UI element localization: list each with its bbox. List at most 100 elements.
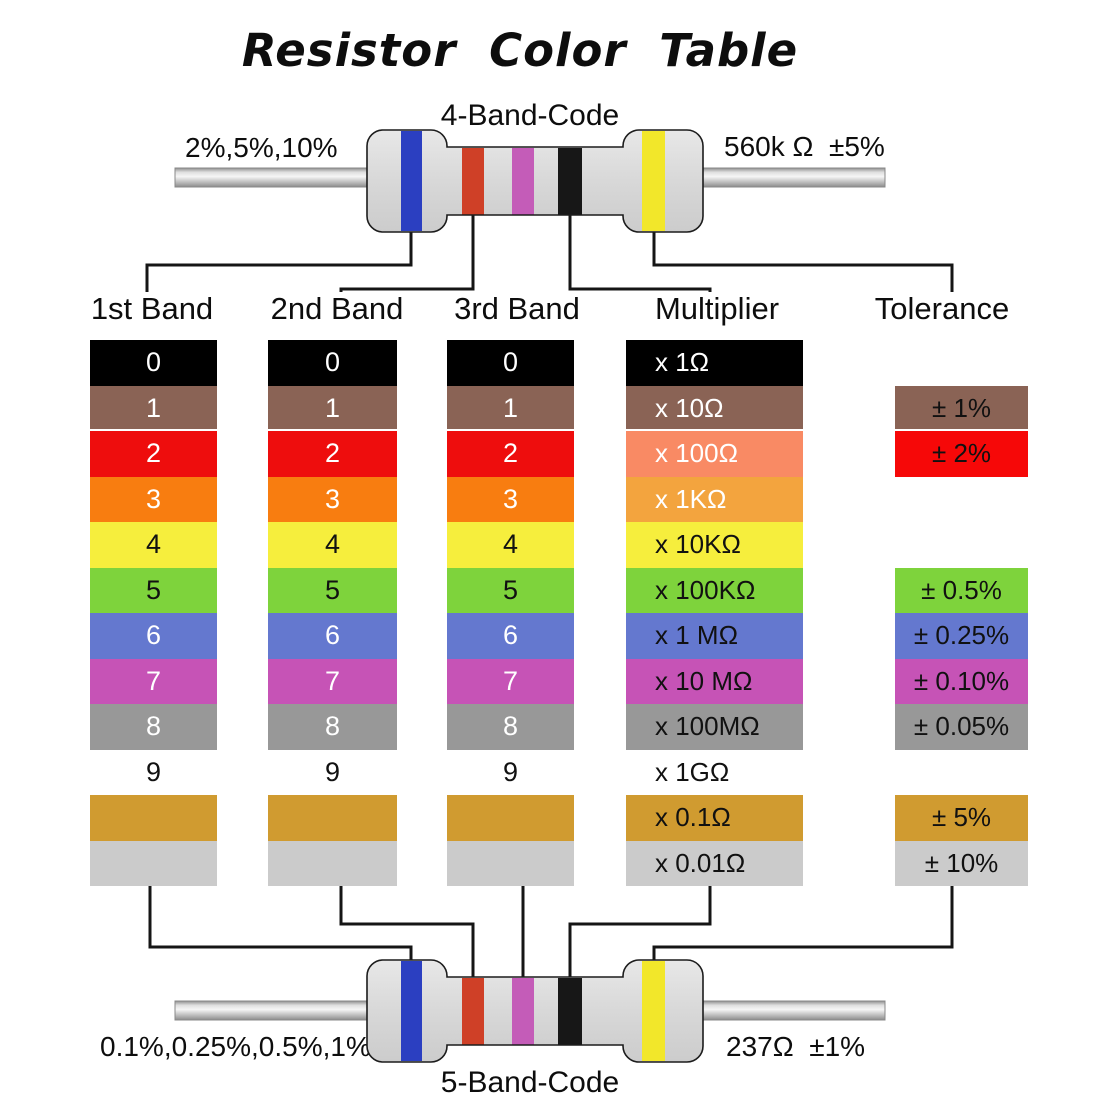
band2-row-white: 9 xyxy=(268,749,397,795)
connector-top-tolerance xyxy=(652,231,954,292)
resistor-lead-left xyxy=(174,1000,372,1021)
multiplier-row-green: x 100KΩ xyxy=(626,567,803,613)
five-band-right-text: 237Ω ±1% xyxy=(726,1031,866,1062)
connector-top-band2 xyxy=(339,214,475,292)
tolerance-row-violet: ± 0.10% xyxy=(895,658,1028,704)
band1-row-brown: 1 xyxy=(90,385,217,431)
band1-row-orange: 3 xyxy=(90,476,217,522)
multiplier-row-black: x 1Ω xyxy=(626,340,803,386)
column-header-tolerance: Tolerance xyxy=(874,291,1010,326)
column-header-3rd-band: 3rd Band xyxy=(454,291,580,326)
band3-row-orange: 3 xyxy=(447,476,574,522)
band3-row-black: 0 xyxy=(447,340,574,386)
band2-row-yellow: 4 xyxy=(268,522,397,568)
five-band-left-text: 0.1%,0.25%,0.5%,1% xyxy=(100,1031,371,1062)
resistor-body xyxy=(367,960,703,1062)
band3-row-red: 2 xyxy=(447,431,574,477)
band2-row-orange: 3 xyxy=(268,476,397,522)
band-violet xyxy=(512,978,534,1045)
connector-top-band1 xyxy=(145,231,413,292)
band2-row-brown: 1 xyxy=(268,385,397,431)
band3-row-white: 9 xyxy=(447,749,574,795)
four-band-right-text: 560k Ω ±5% xyxy=(724,131,885,162)
multiplier-row-white: x 1GΩ xyxy=(626,749,803,795)
band3-row-violet: 7 xyxy=(447,658,574,704)
five-band-resistor-illustration xyxy=(174,959,886,1063)
band1-row-red: 2 xyxy=(90,431,217,477)
resistor-lead-right xyxy=(698,167,886,188)
four-band-resistor-illustration xyxy=(174,129,886,233)
band1-row-yellow: 4 xyxy=(90,522,217,568)
band3-row-gray: 8 xyxy=(447,704,574,750)
tolerance-row-gold: ± 5% xyxy=(895,795,1028,841)
column-1st-band: 0 1 2 3 4 5 6 7 8 9 xyxy=(90,340,217,886)
band-blue xyxy=(401,131,422,231)
multiplier-row-red: x 100Ω xyxy=(626,431,803,477)
multiplier-row-brown: x 10Ω xyxy=(626,385,803,431)
multiplier-row-blue: x 1 MΩ xyxy=(626,613,803,659)
tolerance-row-blue: ± 0.25% xyxy=(895,613,1028,659)
band1-row-blue: 6 xyxy=(90,613,217,659)
connector-bottom-multiplier xyxy=(568,886,712,979)
resistor-body xyxy=(367,130,703,232)
tolerance-row-red: ± 2% xyxy=(895,431,1028,477)
resistor-lead-right xyxy=(698,1000,886,1021)
band2-row-black: 0 xyxy=(268,340,397,386)
band-red xyxy=(462,148,484,215)
band1-row-green: 5 xyxy=(90,567,217,613)
band-black xyxy=(558,148,582,215)
band1-row-silver xyxy=(90,840,217,886)
band-red xyxy=(462,978,484,1045)
multiplier-row-yellow: x 10KΩ xyxy=(626,522,803,568)
resistor-lead-left xyxy=(174,167,372,188)
band3-row-blue: 6 xyxy=(447,613,574,659)
band1-row-gray: 8 xyxy=(90,704,217,750)
multiplier-row-violet: x 10 MΩ xyxy=(626,658,803,704)
column-header-1st-band: 1st Band xyxy=(90,291,214,326)
resistor-outline xyxy=(366,959,704,1063)
band1-row-white: 9 xyxy=(90,749,217,795)
column-multiplier: x 1Ω x 10Ω x 100Ω x 1KΩ x 10KΩ x 100KΩ x… xyxy=(626,340,803,886)
tolerance-row-gray: ± 0.05% xyxy=(895,704,1028,750)
band-black xyxy=(558,978,582,1045)
band1-row-black: 0 xyxy=(90,340,217,386)
connector-bottom-tolerance xyxy=(652,886,954,962)
connector-bottom-band1 xyxy=(148,886,413,962)
band2-row-violet: 7 xyxy=(268,658,397,704)
band2-row-silver xyxy=(268,840,397,886)
tolerance-row-silver: ± 10% xyxy=(895,840,1028,886)
band2-row-gray: 8 xyxy=(268,704,397,750)
multiplier-row-silver: x 0.01Ω xyxy=(626,840,803,886)
four-band-code-label: 4-Band-Code xyxy=(440,99,620,132)
band3-row-green: 5 xyxy=(447,567,574,613)
tolerance-row-brown: ± 1% xyxy=(895,385,1028,431)
band1-row-violet: 7 xyxy=(90,658,217,704)
band-blue xyxy=(401,961,422,1061)
band2-row-blue: 6 xyxy=(268,613,397,659)
resistor-outline xyxy=(366,129,704,233)
connector-top-multiplier xyxy=(568,214,712,292)
multiplier-row-orange: x 1KΩ xyxy=(626,476,803,522)
column-2nd-band: 0 1 2 3 4 5 6 7 8 9 xyxy=(268,340,397,886)
page-title: Resistor Color Table xyxy=(241,24,799,77)
five-band-code-label: 5-Band-Code xyxy=(440,1066,620,1099)
band2-row-green: 5 xyxy=(268,567,397,613)
column-3rd-band: 0 1 2 3 4 5 6 7 8 9 xyxy=(447,340,574,886)
connector-bottom-band2 xyxy=(339,886,475,979)
band3-row-yellow: 4 xyxy=(447,522,574,568)
band2-row-gold xyxy=(268,795,397,841)
band3-row-silver xyxy=(447,840,574,886)
multiplier-row-gold: x 0.1Ω xyxy=(626,795,803,841)
column-header-2nd-band: 2nd Band xyxy=(270,291,404,326)
band3-row-brown: 1 xyxy=(447,385,574,431)
band-yellow xyxy=(642,961,665,1061)
tolerance-row-green: ± 0.5% xyxy=(895,567,1028,613)
band1-row-gold xyxy=(90,795,217,841)
band-yellow xyxy=(642,131,665,231)
band2-row-red: 2 xyxy=(268,431,397,477)
band-violet xyxy=(512,148,534,215)
band3-row-gold xyxy=(447,795,574,841)
multiplier-row-gray: x 100MΩ xyxy=(626,704,803,750)
